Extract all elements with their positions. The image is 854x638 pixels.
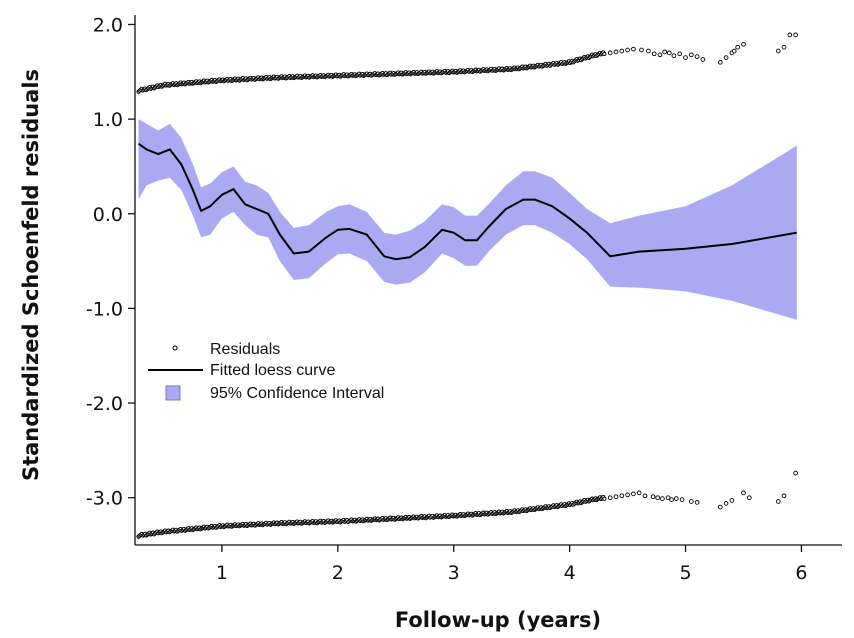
residual-point-upper xyxy=(607,50,613,56)
legend-ci-label: 95% Confidence Interval xyxy=(210,385,384,402)
residual-point-upper xyxy=(735,44,741,50)
y-tick-label: 0.0 xyxy=(93,204,123,226)
y-tick-label: -2.0 xyxy=(86,393,123,415)
plot-area xyxy=(136,32,798,539)
y-tick-label: 2.0 xyxy=(93,14,123,36)
loess-curve xyxy=(137,142,797,261)
y-tick-label: 1.0 xyxy=(93,109,123,131)
residual-point-upper xyxy=(793,32,798,38)
residual-point-upper xyxy=(619,48,625,54)
legend: Residuals Fitted loess curve 95% Confide… xyxy=(148,341,384,402)
residual-point-lower xyxy=(793,470,798,476)
residual-point-lower xyxy=(723,501,729,506)
residual-point-lower xyxy=(607,495,613,501)
x-tick-label: 6 xyxy=(795,562,807,584)
residual-point-upper xyxy=(613,49,619,55)
residual-point-upper xyxy=(717,59,723,65)
residual-point-lower xyxy=(660,496,665,501)
residual-point-lower xyxy=(602,496,607,501)
residual-point-lower xyxy=(717,504,723,510)
residual-point-upper xyxy=(646,48,651,54)
residual-point-upper xyxy=(666,50,672,56)
residual-point-lower xyxy=(631,491,636,497)
residual-point-upper xyxy=(700,57,706,62)
legend-ci-marker xyxy=(165,385,181,401)
residual-point-lower xyxy=(650,494,656,500)
legend-residuals-label: Residuals xyxy=(210,341,280,358)
residual-point-lower xyxy=(613,494,619,500)
residual-point-upper xyxy=(781,44,787,50)
residual-point-lower xyxy=(636,490,642,496)
residual-point-lower xyxy=(625,492,630,498)
residual-point-upper xyxy=(631,46,636,52)
residual-point-lower xyxy=(688,499,694,504)
residual-point-upper xyxy=(787,32,793,38)
residual-point-upper xyxy=(602,51,607,57)
confidence-band xyxy=(138,119,797,320)
residual-point-upper xyxy=(741,41,746,47)
y-axis-title: Standardized Schoenfeld residuals xyxy=(19,69,43,481)
residual-point-lower xyxy=(729,498,735,503)
residual-point-upper xyxy=(731,48,737,54)
residual-point-upper xyxy=(775,48,781,54)
residual-point-lower xyxy=(673,496,679,501)
residual-point-lower xyxy=(665,495,671,501)
residual-point-lower xyxy=(746,495,752,501)
legend-loess-label: Fitted loess curve xyxy=(210,362,335,379)
residual-point-lower xyxy=(619,493,625,499)
residual-point-lower xyxy=(669,497,674,502)
x-tick-label: 1 xyxy=(216,562,228,584)
residual-point-upper xyxy=(677,51,683,57)
x-tick-label: 2 xyxy=(332,562,344,584)
residual-point-upper xyxy=(625,47,630,53)
residual-point-upper xyxy=(671,53,677,59)
x-tick-label: 4 xyxy=(564,562,576,584)
residual-point-upper xyxy=(683,55,688,60)
residual-point-upper xyxy=(688,52,694,58)
residual-point-lower xyxy=(642,493,648,499)
y-tick-label: -1.0 xyxy=(86,298,123,320)
residual-point-lower xyxy=(679,497,685,502)
residual-point-lower xyxy=(775,499,781,504)
residual-point-upper xyxy=(651,51,657,57)
residual-point-upper xyxy=(639,47,644,53)
x-tick-label: 3 xyxy=(448,562,460,584)
y-tick-label: -3.0 xyxy=(86,488,123,510)
residual-point-upper xyxy=(723,55,729,60)
legend-residuals-marker xyxy=(172,345,178,351)
ticks: 1 2 3 4 5 6 2.0 1.0 0.0 -1.0 -2.0 -3.0 xyxy=(86,14,808,584)
residual-point-lower xyxy=(655,495,661,501)
residual-point-upper xyxy=(657,52,663,58)
x-tick-label: 5 xyxy=(679,562,691,584)
residual-point-upper xyxy=(694,54,700,59)
x-axis-title: Follow-up (years) xyxy=(395,608,601,632)
axes xyxy=(134,15,842,546)
residual-point-lower xyxy=(781,493,787,499)
residual-point-lower xyxy=(741,490,746,496)
residual-point-upper xyxy=(662,49,668,55)
residual-point-lower xyxy=(694,500,700,505)
